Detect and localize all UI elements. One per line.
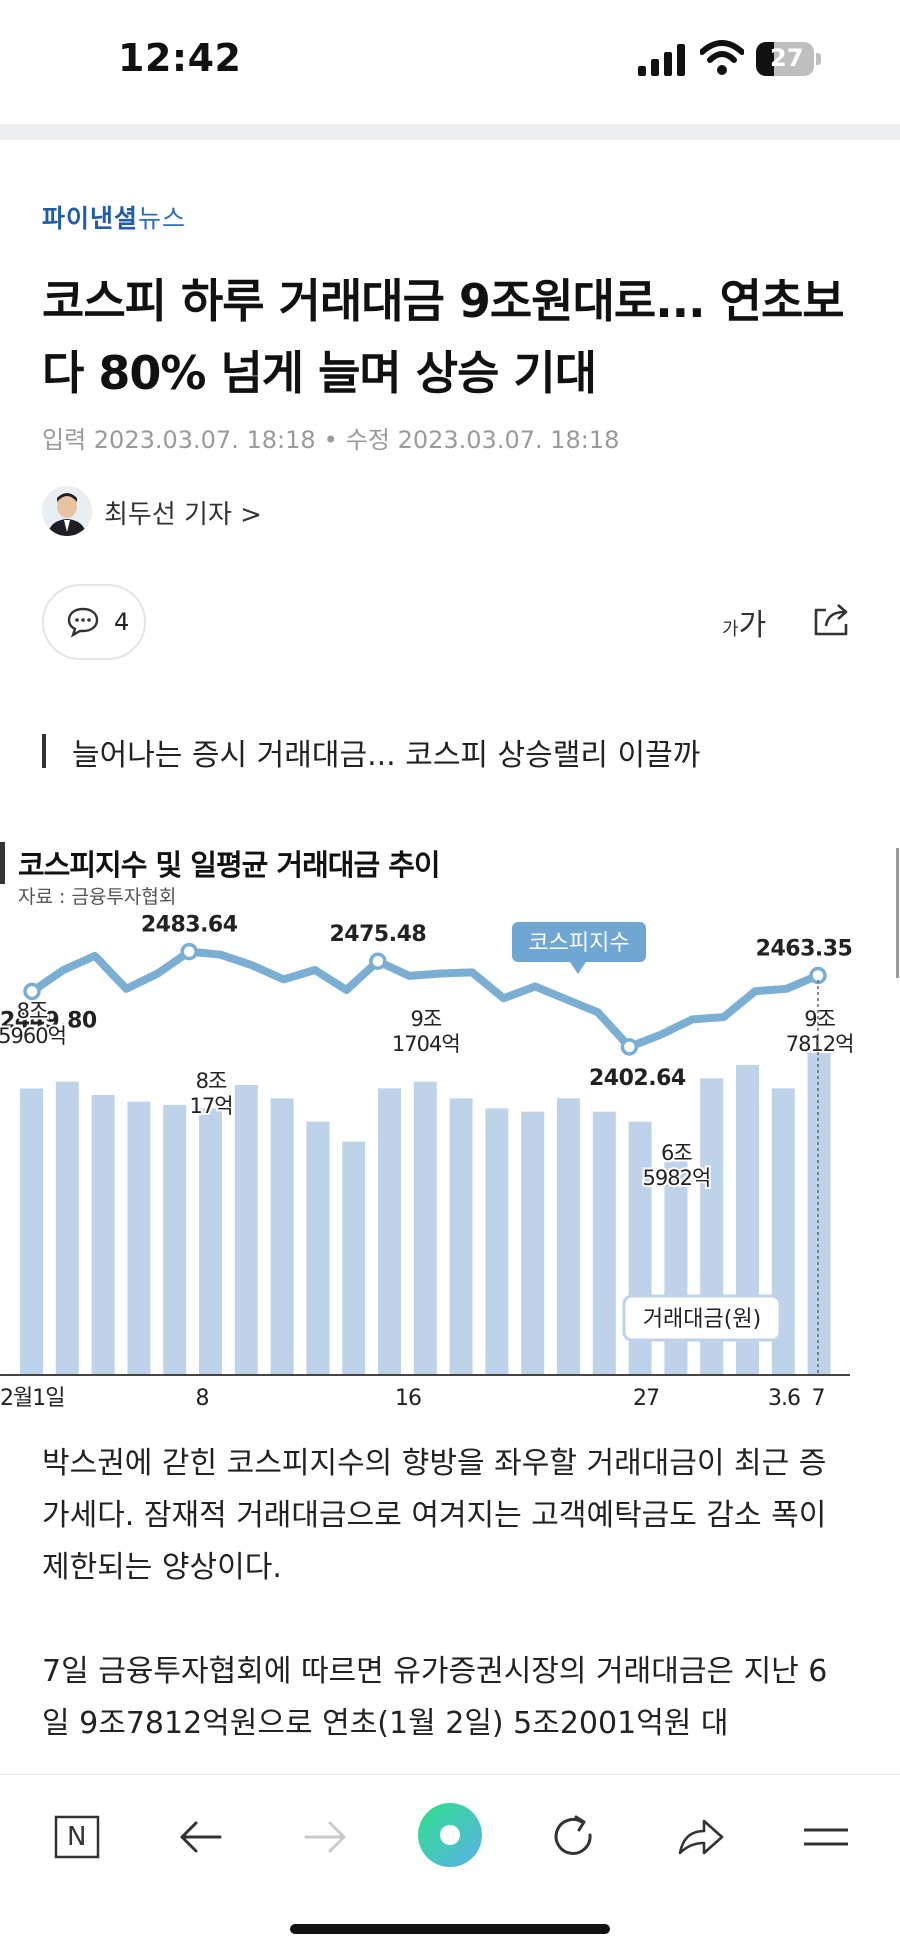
battery-level: 27 <box>770 44 803 72</box>
chart-title-accent <box>0 842 5 884</box>
volume-bar <box>306 1122 329 1375</box>
n-home-icon[interactable]: N <box>50 1809 106 1865</box>
author-photo-icon <box>42 486 92 536</box>
volume-bar <box>808 1049 831 1375</box>
meta-separator: • <box>324 426 338 454</box>
index-value-label: 2483.64 <box>141 913 238 938</box>
paragraph-1: 박스권에 갇힌 코스피지수의 향방을 좌우할 거래대금이 최근 증가세다. 잠재… <box>42 1438 852 1594</box>
bar-value-label: 5960억 <box>0 1024 66 1048</box>
volume-bar <box>163 1105 186 1375</box>
volume-bar <box>199 1108 222 1375</box>
source-logo-main: 파이낸셜 <box>42 204 138 233</box>
paragraph-2: 7일 금융투자협회에 따르면 유가증권시장의 거래대금은 지난 6일 9조781… <box>42 1646 852 1750</box>
volume-bar <box>485 1108 508 1375</box>
back-arrow-icon[interactable] <box>172 1809 228 1865</box>
bar-value-label: 1704억 <box>392 1032 460 1056</box>
home-indicator <box>290 1924 610 1934</box>
volume-bar <box>414 1082 437 1375</box>
index-value-label: 2463.35 <box>756 936 853 961</box>
bar-value-label: 8조 <box>196 1069 227 1093</box>
volume-bar <box>271 1098 294 1375</box>
x-tick-label: 2월1일 <box>0 1386 64 1410</box>
index-value-label: 2402.64 <box>589 1066 686 1091</box>
index-value-label: 2475.48 <box>329 922 426 947</box>
line-legend-label: 코스피지수 <box>528 931 629 956</box>
reload-icon[interactable] <box>546 1809 602 1865</box>
kospi-chart: 코스피지수 및 일평균 거래대금 추이 자료 : 금융투자협회 2449.80 248… <box>0 830 900 1410</box>
bar-value-label: 6조 <box>661 1141 692 1165</box>
index-point-marker <box>25 984 39 998</box>
article-meta: 입력 2023.03.07. 18:18 • 수정 2023.03.07. 18:1… <box>42 420 619 455</box>
volume-bar <box>342 1142 365 1375</box>
author-link[interactable]: 최두선 기자 > <box>104 494 262 531</box>
index-point-marker <box>371 954 385 968</box>
share-arrow-icon[interactable] <box>672 1809 728 1865</box>
bar-legend-label: 거래대금(원) <box>643 1307 761 1332</box>
volume-bar <box>92 1095 115 1375</box>
chart-subtitle: 자료 : 금융투자협회 <box>18 886 176 908</box>
green-dot-icon[interactable] <box>416 1801 484 1869</box>
bar-value-label: 5982억 <box>643 1166 711 1190</box>
font-size-button[interactable]: 가가 <box>722 600 766 644</box>
x-tick-label: 16 <box>395 1386 421 1410</box>
x-tick-label: 7 <box>812 1386 825 1410</box>
bar-value-label: 7812억 <box>786 1032 854 1056</box>
home-label: N <box>67 1822 86 1852</box>
author-avatar[interactable] <box>42 486 92 536</box>
font-size-large-label: 가 <box>739 608 767 643</box>
share-icon[interactable] <box>812 600 852 638</box>
volume-bar <box>20 1088 43 1375</box>
wifi-icon <box>700 40 744 76</box>
volume-bar <box>450 1098 473 1375</box>
index-point-marker <box>182 945 196 959</box>
article-subhead: 늘어나는 증시 거래대금... 코스피 상승랠리 이끌까 <box>72 730 700 774</box>
volume-bar <box>378 1088 401 1375</box>
status-time: 12:42 <box>118 36 241 80</box>
bar-value-label: 9조 <box>804 1007 835 1031</box>
source-logo[interactable]: 파이낸셜뉴스 <box>42 199 186 235</box>
comment-button[interactable]: 4 <box>42 584 146 660</box>
article-headline: 코스피 하루 거래대금 9조원대로... 연초보다 80% 넘게 늘며 상승 기… <box>42 265 862 409</box>
x-tick-label: 3.6 <box>768 1386 800 1410</box>
x-tick-label: 27 <box>633 1386 659 1410</box>
menu-icon[interactable] <box>798 1809 854 1865</box>
source-logo-sub: 뉴스 <box>138 204 186 233</box>
x-tick-label: 8 <box>196 1386 209 1410</box>
volume-bar <box>557 1098 580 1375</box>
article-body: 박스권에 갇힌 코스피지수의 향방을 좌우할 거래대금이 최근 증가세다. 잠재… <box>42 1438 852 1802</box>
bar-value-label: 17억 <box>189 1094 232 1118</box>
top-divider <box>0 124 900 140</box>
scroll-indicator <box>896 848 899 978</box>
volume-bar <box>127 1102 150 1375</box>
bar-value-label: 9조 <box>410 1007 441 1031</box>
comment-bubble-icon <box>66 606 100 638</box>
font-size-small-label: 가 <box>722 619 739 640</box>
volume-bar <box>56 1082 79 1375</box>
volume-bar <box>235 1085 258 1375</box>
comment-count: 4 <box>114 608 129 636</box>
subhead-marker <box>42 734 46 768</box>
volume-bar <box>593 1112 616 1375</box>
cellular-signal-icon <box>638 44 686 76</box>
bar-value-label: 8조 <box>17 999 48 1023</box>
chart-title: 코스피지수 및 일평균 거래대금 추이 <box>18 848 440 882</box>
input-date: 입력 2023.03.07. 18:18 <box>42 426 316 454</box>
line-legend-pointer <box>570 962 586 974</box>
index-point-marker <box>622 1040 636 1054</box>
modified-date: 수정 2023.03.07. 18:18 <box>346 426 620 454</box>
battery-icon: 27 <box>756 42 822 76</box>
forward-arrow-icon[interactable] <box>298 1809 354 1865</box>
volume-bar <box>521 1112 544 1375</box>
